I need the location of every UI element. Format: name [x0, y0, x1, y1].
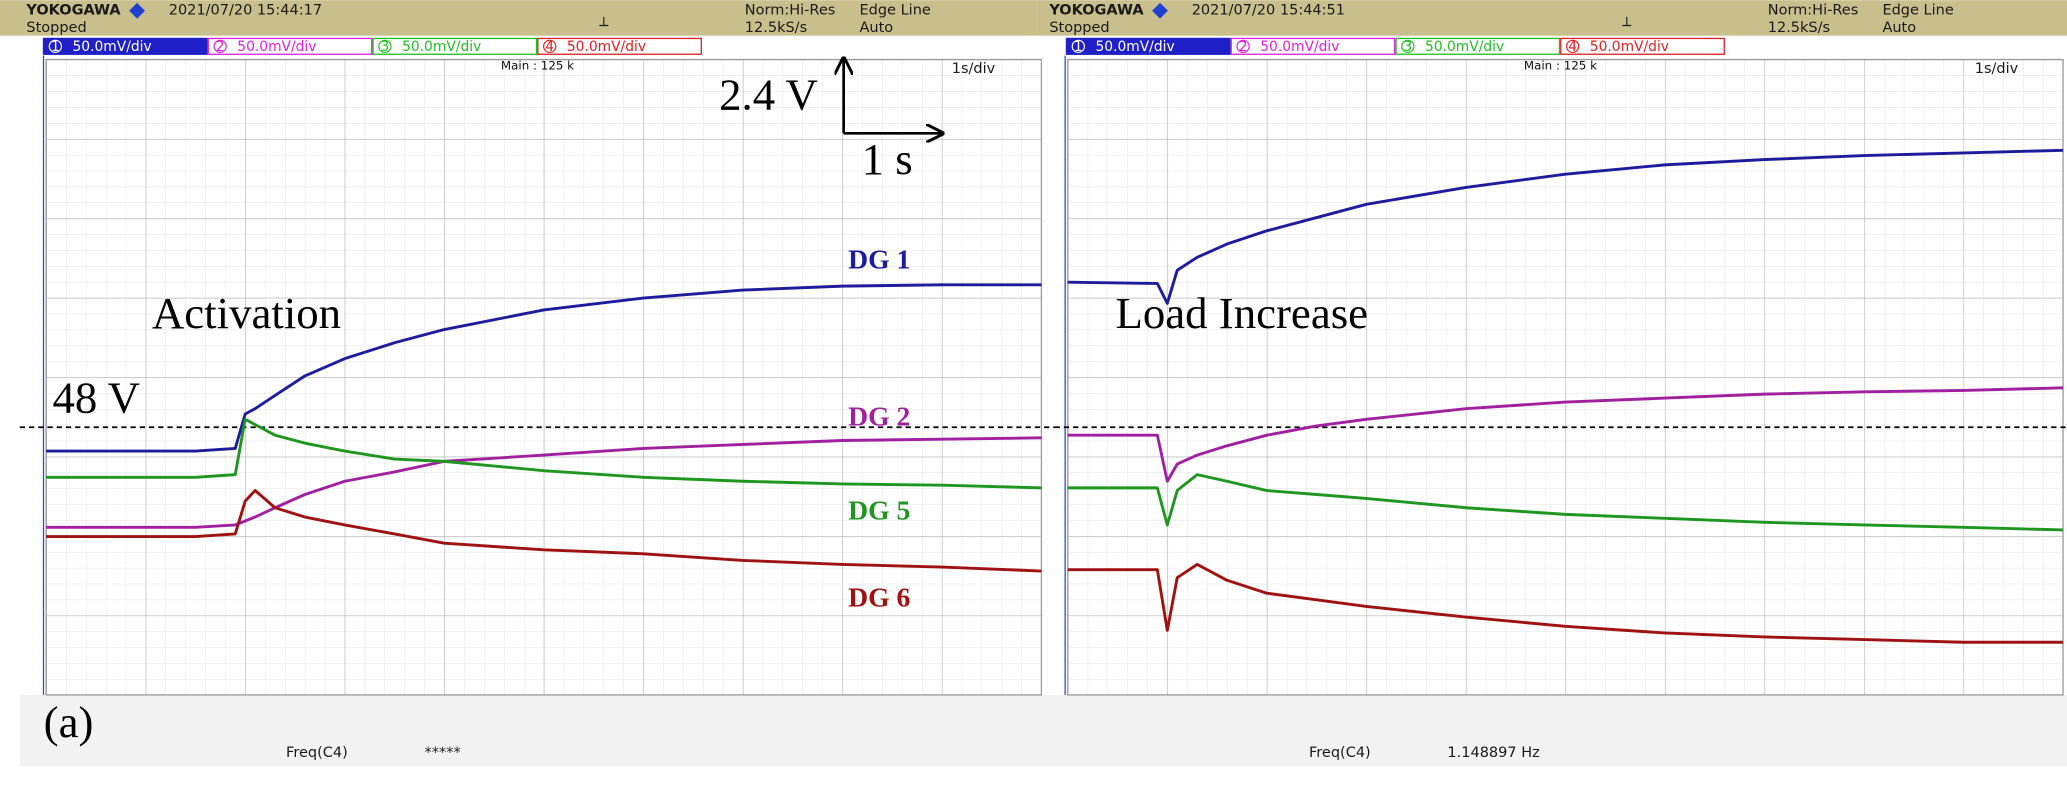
channel-badge [378, 39, 392, 54]
channel-box [1395, 37, 1561, 55]
header-bar [1036, 0, 2067, 36]
channel-badge [543, 39, 557, 54]
channel-box [207, 37, 373, 55]
trace [46, 489, 1042, 573]
trigger: Edge Line [859, 3, 930, 19]
trace [1067, 473, 2064, 532]
measure-label: Freq(C4) [1309, 745, 1371, 761]
channel-badge [1236, 39, 1250, 54]
status: Stopped [1049, 20, 1109, 36]
series-label: DG 6 [848, 581, 910, 612]
series-label: DG 1 [848, 244, 910, 275]
channel-scale: 50.0mV/div [1260, 39, 1339, 55]
trigger: Edge Line [1882, 3, 1953, 19]
channel-badge [1401, 39, 1415, 54]
acq-mode: Norm:Hi-Res [745, 3, 836, 19]
trace [1067, 148, 2064, 305]
status-area [19, 694, 2067, 767]
channel-scale: 50.0mV/div [73, 39, 152, 55]
timebase: 1s/div [952, 61, 996, 77]
channel-box [1230, 37, 1396, 55]
channel-id: 3 [381, 39, 390, 55]
trigger-marker: ┴ [598, 17, 608, 35]
channel-box [537, 37, 702, 55]
channel-id: 4 [545, 39, 554, 55]
datetime: 2021/07/20 15:44:51 [1192, 3, 1345, 19]
trace [1067, 386, 2064, 483]
sample-rate: 12.5kS/s [745, 20, 807, 36]
channel-scale: 50.0mV/div [237, 39, 316, 55]
grid-major [45, 58, 1043, 696]
series-label: DG 5 [848, 494, 910, 525]
channel-box [1560, 37, 1725, 55]
trace [46, 417, 1042, 490]
trace [46, 283, 1042, 453]
trace [46, 436, 1042, 529]
brand-diamond [1152, 2, 1168, 19]
record-length: Main : 125 k [1524, 59, 1597, 73]
status: Stopped [26, 20, 86, 36]
channel-box [42, 37, 208, 55]
channel-scale: 50.0mV/div [1590, 39, 1669, 55]
measure-value: 1.148897 Hz [1447, 745, 1539, 761]
annotation: 2.4 V [719, 69, 818, 119]
annotation: Load Increase [1116, 288, 1369, 338]
annotation: 1 s [862, 134, 913, 184]
channel-badge [213, 39, 227, 54]
datetime: 2021/07/20 15:44:17 [169, 3, 322, 19]
channel-id: 3 [1403, 39, 1412, 55]
channel-scale: 50.0mV/div [1425, 39, 1504, 55]
brand: YOKOGAWA [1048, 3, 1144, 19]
channel-id: 2 [1239, 39, 1248, 55]
header-bar [0, 0, 1037, 36]
channel-scale: 50.0mV/div [402, 39, 481, 55]
acq-mode: Norm:Hi-Res [1768, 3, 1859, 19]
reference-label: 48 V [52, 373, 140, 423]
channel-id: 1 [1074, 39, 1083, 55]
channel-box [372, 37, 538, 55]
channel-id: 1 [51, 39, 60, 55]
trigger-mode: Auto [1882, 20, 1916, 36]
channel-badge [1566, 39, 1580, 54]
trigger-marker: ┴ [1621, 17, 1631, 35]
channel-scale: 50.0mV/div [1095, 39, 1174, 55]
channel-id: 2 [216, 39, 225, 55]
panel-label: (a) [44, 697, 94, 747]
channel-scale: 50.0mV/div [567, 39, 646, 55]
brand: YOKOGAWA [25, 3, 121, 19]
timebase: 1s/div [1975, 61, 2019, 77]
series-label: DG 2 [848, 401, 910, 432]
channel-badge [1071, 39, 1085, 54]
sample-rate: 12.5kS/s [1768, 20, 1830, 36]
trace [1067, 562, 2064, 644]
trigger-mode: Auto [859, 20, 893, 36]
measure-value: ***** [424, 745, 460, 761]
channel-badge [48, 39, 63, 54]
channel-id: 4 [1568, 39, 1577, 55]
grid-major [1067, 58, 2064, 696]
record-length: Main : 125 k [501, 59, 574, 73]
channel-box [1065, 37, 1231, 55]
measure-label: Freq(C4) [286, 745, 348, 761]
annotation: Activation [152, 288, 341, 338]
